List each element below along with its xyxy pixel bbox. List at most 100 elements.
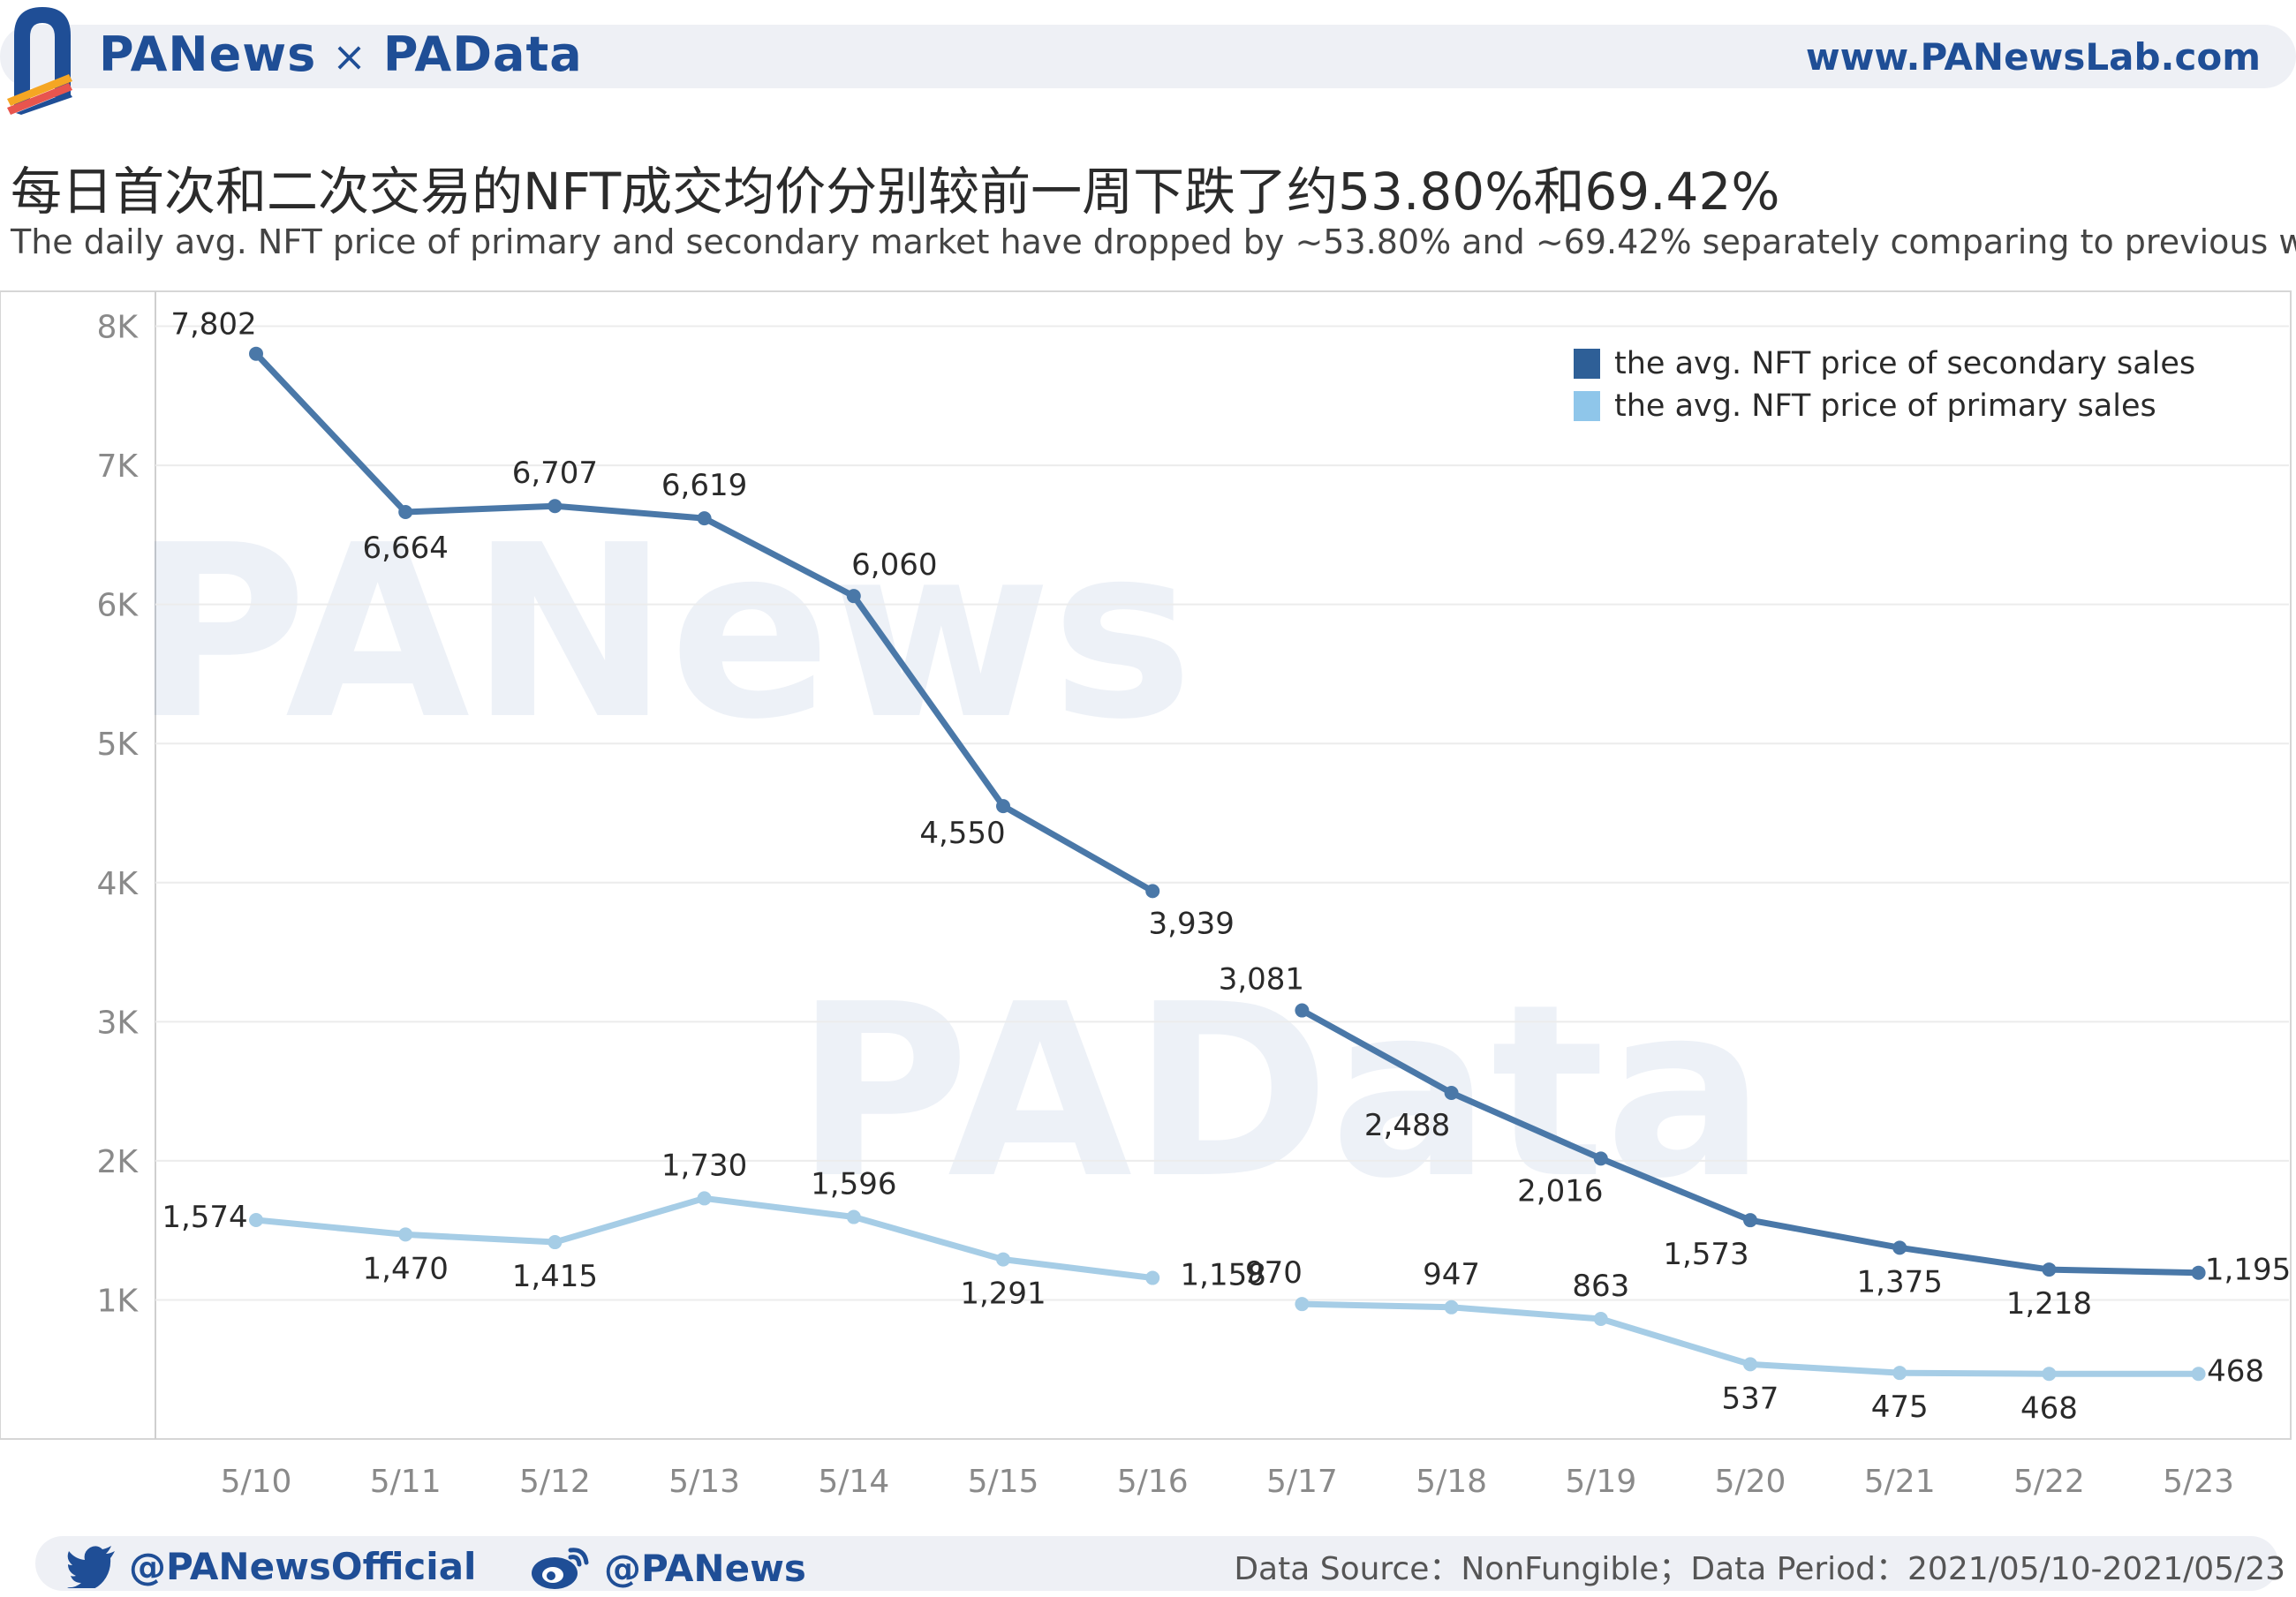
twitter-handle-label: @PANewsOfficial (129, 1545, 477, 1588)
weibo-icon (532, 1548, 589, 1589)
data-point (1444, 1085, 1459, 1100)
legend-swatch (1574, 349, 1600, 379)
brand-padata: PAData (382, 26, 583, 82)
data-label: 6,707 (512, 456, 598, 491)
header-bar (0, 25, 2296, 88)
data-label: 537 (1722, 1381, 1779, 1416)
x-tick-label: 5/13 (668, 1464, 740, 1500)
brand-title: PANews × PAData (99, 26, 583, 82)
data-point (2042, 1262, 2057, 1277)
brand-panews: PANews (99, 26, 317, 82)
data-point (1743, 1357, 1757, 1372)
data-point (249, 1212, 263, 1227)
data-point (548, 499, 563, 514)
data-label: 863 (1572, 1269, 1629, 1304)
legend-label: the avg. NFT price of secondary sales (1614, 346, 2195, 381)
twitter-icon (67, 1545, 115, 1588)
data-label: 6,619 (661, 468, 747, 503)
panews-logo-icon (7, 7, 72, 115)
brand-separator: × (332, 33, 367, 80)
weibo-handle[interactable]: @PANews (530, 1545, 806, 1591)
data-label: 3,081 (1219, 962, 1304, 998)
data-label: 2,488 (1364, 1108, 1450, 1143)
data-label: 7,802 (170, 307, 256, 343)
x-tick-label: 5/17 (1266, 1464, 1338, 1500)
data-point (1145, 884, 1160, 899)
x-tick-label: 5/23 (2163, 1464, 2234, 1500)
weibo-handle-label: @PANews (604, 1546, 806, 1590)
y-tick-label: 7K (96, 448, 139, 485)
data-label: 1,574 (162, 1200, 247, 1235)
data-point (1892, 1366, 1907, 1381)
data-label: 1,596 (811, 1167, 896, 1202)
legend-label: the avg. NFT price of primary sales (1614, 388, 2156, 424)
x-tick-label: 5/16 (1117, 1464, 1189, 1500)
data-point (1444, 1299, 1459, 1315)
data-point (1295, 1003, 1310, 1018)
twitter-handle[interactable]: @PANewsOfficial (67, 1545, 476, 1588)
data-label: 1,158 (1181, 1258, 1266, 1293)
data-label: 1,730 (661, 1148, 747, 1183)
y-tick-label: 6K (96, 588, 139, 624)
data-point (1743, 1213, 1757, 1228)
data-point (996, 1252, 1010, 1267)
x-tick-label: 5/21 (1864, 1464, 1936, 1500)
data-point (1593, 1151, 1608, 1166)
site-url[interactable]: www.PANewsLab.com (1805, 35, 2261, 79)
data-label: 970 (1245, 1255, 1303, 1291)
data-point (1295, 1297, 1310, 1312)
y-tick-label: 8K (96, 310, 139, 346)
chart-title: 每日首次和二次交易的NFT成交均价分别较前一周下跌了约53.80%和69.42% (11, 162, 1780, 222)
data-label: 1,573 (1663, 1237, 1748, 1272)
watermark-panews: PANews (132, 493, 1193, 772)
data-point (2191, 1367, 2206, 1382)
data-point (697, 1191, 712, 1206)
x-tick-label: 5/20 (1715, 1464, 1786, 1500)
x-tick-label: 5/15 (968, 1464, 1039, 1500)
data-label: 2,016 (1517, 1173, 1603, 1209)
y-tick-label: 2K (96, 1144, 139, 1180)
data-point (697, 511, 712, 526)
y-tick-label: 5K (96, 727, 139, 763)
data-label: 475 (1871, 1390, 1929, 1425)
data-point (1593, 1312, 1608, 1327)
data-point (846, 589, 861, 604)
data-label: 468 (2207, 1353, 2264, 1389)
footer-bar (35, 1536, 2278, 1591)
data-label: 1,218 (2006, 1286, 2092, 1322)
data-point (2042, 1367, 2057, 1382)
data-label: 4,550 (919, 816, 1005, 851)
data-label: 947 (1423, 1257, 1480, 1292)
plot-frame (0, 290, 2292, 1440)
data-point (249, 346, 263, 361)
data-label: 3,939 (1149, 906, 1235, 941)
data-label: 1,291 (960, 1277, 1046, 1312)
data-point (398, 1227, 413, 1242)
x-tick-label: 5/18 (1416, 1464, 1487, 1500)
data-label: 1,470 (363, 1251, 449, 1286)
y-tick-label: 1K (96, 1283, 139, 1319)
x-tick-label: 5/11 (370, 1464, 442, 1500)
x-tick-label: 5/22 (2013, 1464, 2085, 1500)
y-tick-label: 4K (96, 866, 139, 902)
data-label: 6,664 (363, 531, 449, 566)
legend-swatch (1574, 391, 1600, 421)
x-tick-label: 5/19 (1565, 1464, 1636, 1500)
data-point (2191, 1265, 2206, 1280)
y-tick-label: 3K (96, 1005, 139, 1041)
watermark-padata: PAData (795, 953, 1766, 1231)
data-point (996, 799, 1010, 814)
data-point (846, 1209, 861, 1224)
data-label: 1,415 (512, 1259, 598, 1294)
data-point (398, 505, 413, 520)
data-point (1145, 1270, 1160, 1285)
data-label: 1,195 (2205, 1253, 2291, 1288)
data-label: 468 (2020, 1390, 2078, 1426)
data-source: Data Source：NonFungible；Data Period：2021… (1234, 1551, 2285, 1587)
data-point (1892, 1240, 1907, 1255)
data-point (548, 1235, 563, 1250)
x-tick-label: 5/10 (221, 1464, 292, 1500)
data-label: 6,060 (851, 547, 937, 583)
x-tick-label: 5/14 (818, 1464, 889, 1500)
